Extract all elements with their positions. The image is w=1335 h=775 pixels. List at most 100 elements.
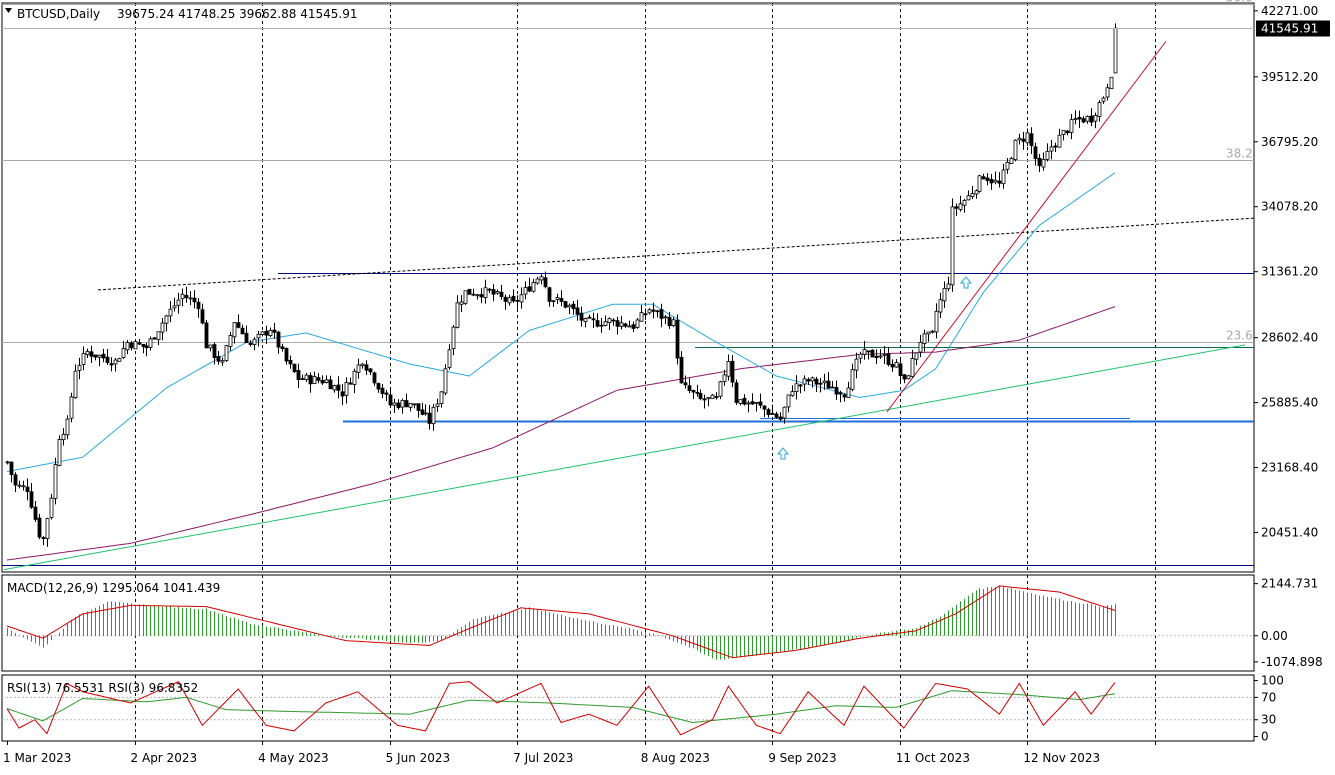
bear-candle[interactable] [1065,130,1070,134]
bear-candle[interactable] [806,379,811,382]
bull-candle[interactable] [1025,132,1030,144]
bear-candle[interactable] [184,295,189,299]
bull-candle[interactable] [786,394,791,408]
bull-candle[interactable] [1085,115,1090,122]
bear-candle[interactable] [5,461,10,464]
bear-candle[interactable] [13,474,18,486]
bull-candle[interactable] [603,321,608,326]
bull-candle[interactable] [81,352,86,365]
bull-candle[interactable] [639,312,644,322]
bear-candle[interactable] [101,353,106,359]
bear-candle[interactable] [766,409,771,415]
bear-candle[interactable] [1081,118,1086,123]
bear-candle[interactable] [515,299,520,302]
bear-candle[interactable] [691,390,696,393]
bull-candle[interactable] [706,397,711,400]
bear-candle[interactable] [547,287,552,302]
bull-candle[interactable] [846,387,851,398]
bear-candle[interactable] [758,401,763,406]
bull-candle[interactable] [894,362,899,368]
bull-candle[interactable] [1009,158,1014,164]
bear-candle[interactable] [388,394,393,406]
bear-candle[interactable] [248,342,253,345]
bull-candle[interactable] [459,301,464,305]
bull-candle[interactable] [718,381,723,397]
bear-candle[interactable] [29,491,34,508]
bear-candle[interactable] [750,401,755,405]
bear-candle[interactable] [866,350,871,353]
bull-candle[interactable] [942,287,947,302]
bull-candle[interactable] [822,380,827,384]
bear-candle[interactable] [499,291,504,297]
bull-candle[interactable] [1097,102,1102,117]
bear-candle[interactable] [695,391,700,394]
bear-candle[interactable] [196,301,201,310]
bear-candle[interactable] [527,286,532,292]
bear-candle[interactable] [41,537,46,539]
bear-candle[interactable] [770,413,775,415]
bull-candle[interactable] [1093,114,1098,122]
bear-candle[interactable] [826,380,831,389]
bull-candle[interactable] [168,308,173,317]
bull-candle[interactable] [121,348,126,359]
bear-candle[interactable] [200,309,205,324]
bull-candle[interactable] [423,412,428,415]
bull-candle[interactable] [57,438,62,466]
bear-candle[interactable] [575,307,580,315]
bull-candle[interactable] [439,391,444,405]
bear-candle[interactable] [985,177,990,182]
bull-candle[interactable] [495,291,500,294]
bull-candle[interactable] [722,374,727,382]
bear-candle[interactable] [300,378,305,380]
bull-candle[interactable] [312,376,317,384]
bear-candle[interactable] [874,355,879,359]
red-trendline[interactable] [886,40,1167,413]
bull-candle[interactable] [332,385,337,391]
bear-candle[interactable] [93,354,98,358]
bull-candle[interactable] [113,359,118,365]
bear-candle[interactable] [412,403,417,406]
bull-candle[interactable] [392,402,397,406]
bear-candle[interactable] [9,461,14,475]
bull-candle[interactable] [1101,97,1106,102]
bull-candle[interactable] [324,379,329,383]
bull-candle[interactable] [934,310,939,333]
bull-candle[interactable] [802,378,807,385]
bear-candle[interactable] [543,277,548,288]
bull-candle[interactable] [810,377,815,382]
bear-candle[interactable] [591,318,596,321]
bull-candle[interactable] [993,179,998,183]
bear-candle[interactable] [730,360,735,383]
bull-candle[interactable] [738,399,743,404]
bear-candle[interactable] [571,303,576,310]
bear-candle[interactable] [384,392,389,395]
green-trendline[interactable] [3,344,1246,571]
bear-candle[interactable] [144,345,149,349]
bull-candle[interactable] [539,276,544,281]
bull-candle[interactable] [754,402,759,404]
bull-candle[interactable] [224,345,229,361]
bull-candle[interactable] [627,325,632,328]
bull-candle[interactable] [958,203,963,210]
bear-candle[interactable] [890,363,895,368]
bear-candle[interactable] [244,332,249,344]
bull-candle[interactable] [483,287,488,298]
bull-candle[interactable] [970,193,975,198]
bull-candle[interactable] [21,485,26,488]
bull-candle[interactable] [256,333,261,339]
bull-candle[interactable] [519,294,524,303]
bear-candle[interactable] [679,356,684,384]
bull-candle[interactable] [794,383,799,392]
bear-candle[interactable] [1021,138,1026,142]
bear-candle[interactable] [280,346,285,350]
bull-candle[interactable] [671,319,676,326]
bear-candle[interactable] [141,343,146,347]
bear-candle[interactable] [137,342,142,345]
bull-candle[interactable] [352,370,357,385]
bull-candle[interactable] [914,352,919,360]
bull-candle[interactable] [567,304,572,308]
bear-candle[interactable] [651,309,656,312]
bull-candle[interactable] [535,278,540,284]
bear-candle[interactable] [236,322,241,328]
bear-candle[interactable] [655,310,660,313]
